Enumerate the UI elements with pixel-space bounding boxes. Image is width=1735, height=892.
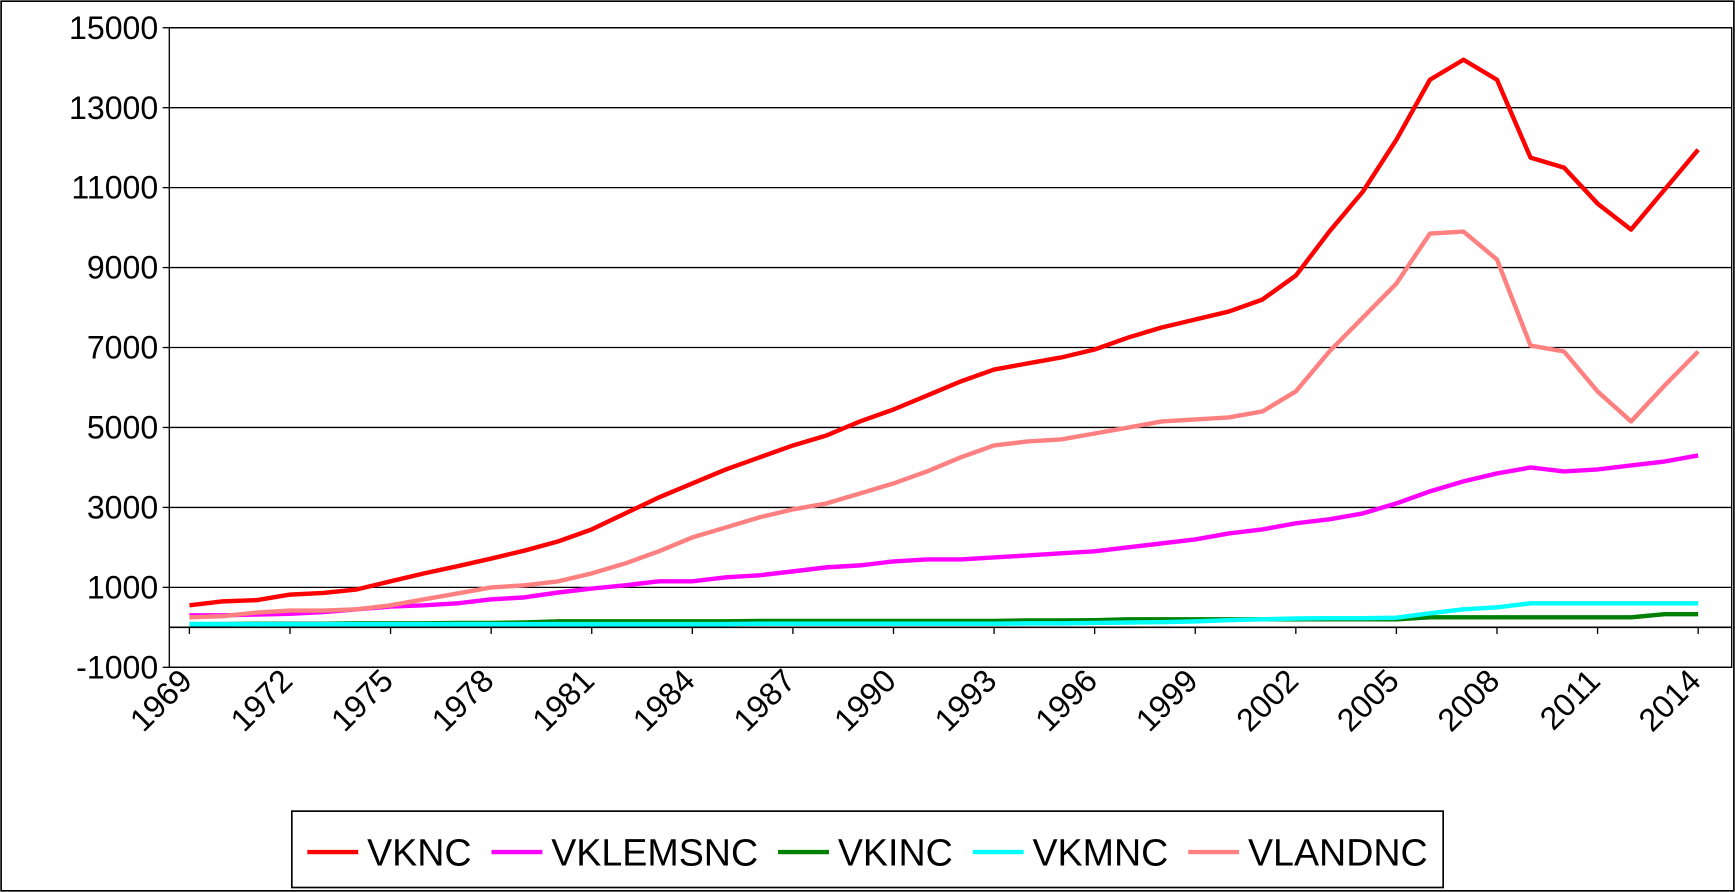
- series-line: [189, 601, 1699, 627]
- legend-label: VKNC: [367, 831, 472, 873]
- y-tick-label: 3000: [87, 489, 158, 525]
- legend-label: VKINC: [838, 831, 953, 873]
- legend-label: VKMNC: [1032, 831, 1168, 873]
- y-tick-label: -1000: [76, 649, 158, 685]
- series-line: [189, 229, 1700, 620]
- legend: VKNC VKLEMSNC VKINC VKMNC VLANDNC: [290, 810, 1445, 889]
- series-line: [189, 57, 1700, 608]
- legend-box: [290, 810, 1445, 889]
- y-tick-label: 5000: [87, 410, 158, 446]
- y-tick-label: 15000: [69, 10, 158, 46]
- y-tick-label: 1000: [87, 569, 158, 605]
- y-tick-label: 13000: [69, 90, 158, 126]
- y-tick-label: 11000: [71, 170, 158, 206]
- legend-label: VKLEMSNC: [551, 831, 758, 873]
- series-line: [189, 453, 1699, 618]
- y-tick-label: 9000: [87, 250, 158, 286]
- plot-frame: [168, 27, 1733, 668]
- legend-label: VLANDNC: [1248, 831, 1428, 873]
- y-tick-label: 7000: [87, 330, 158, 366]
